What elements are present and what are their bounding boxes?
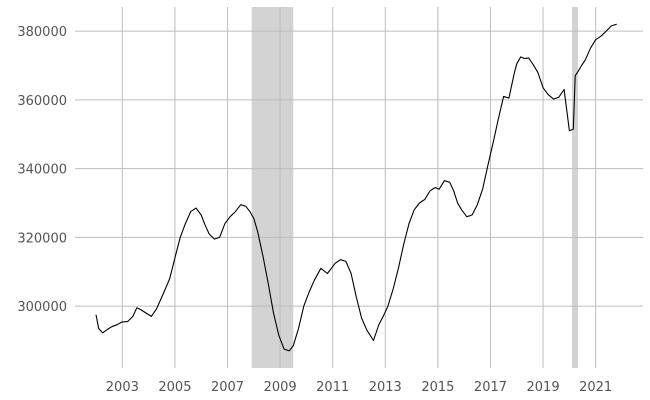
series-layer xyxy=(95,23,617,352)
x-tick-label-8: 2019 xyxy=(527,380,560,395)
x-tick-label-0: 2003 xyxy=(106,380,139,395)
x-tick-label-4: 2011 xyxy=(316,380,349,395)
x-tick-label-9: 2021 xyxy=(579,380,612,395)
recession-shading xyxy=(251,7,579,368)
x-tick-label-7: 2017 xyxy=(474,380,507,395)
shaded-period-1 xyxy=(572,7,579,368)
y-tick-label-3: 360000 xyxy=(17,94,67,109)
y-tick-label-0: 300000 xyxy=(17,300,67,315)
x-tick-label-3: 2009 xyxy=(264,380,297,395)
x-axis-ticks: 2003 2005 2007 2009 2011 2013 2015 2017 2019 2021 xyxy=(106,380,612,395)
y-axis-ticks: 300000 320000 340000 360000 380000 xyxy=(17,25,67,315)
series-line-0 xyxy=(95,23,617,352)
y-tick-label-4: 380000 xyxy=(17,25,67,40)
grid xyxy=(75,7,643,368)
shaded-period-0 xyxy=(251,7,294,368)
y-tick-label-1: 320000 xyxy=(17,231,67,246)
x-tick-label-6: 2015 xyxy=(421,380,454,395)
x-tick-label-2: 2007 xyxy=(211,380,244,395)
y-tick-label-2: 340000 xyxy=(17,163,67,178)
x-tick-label-1: 2005 xyxy=(158,380,191,395)
x-tick-label-5: 2013 xyxy=(369,380,402,395)
